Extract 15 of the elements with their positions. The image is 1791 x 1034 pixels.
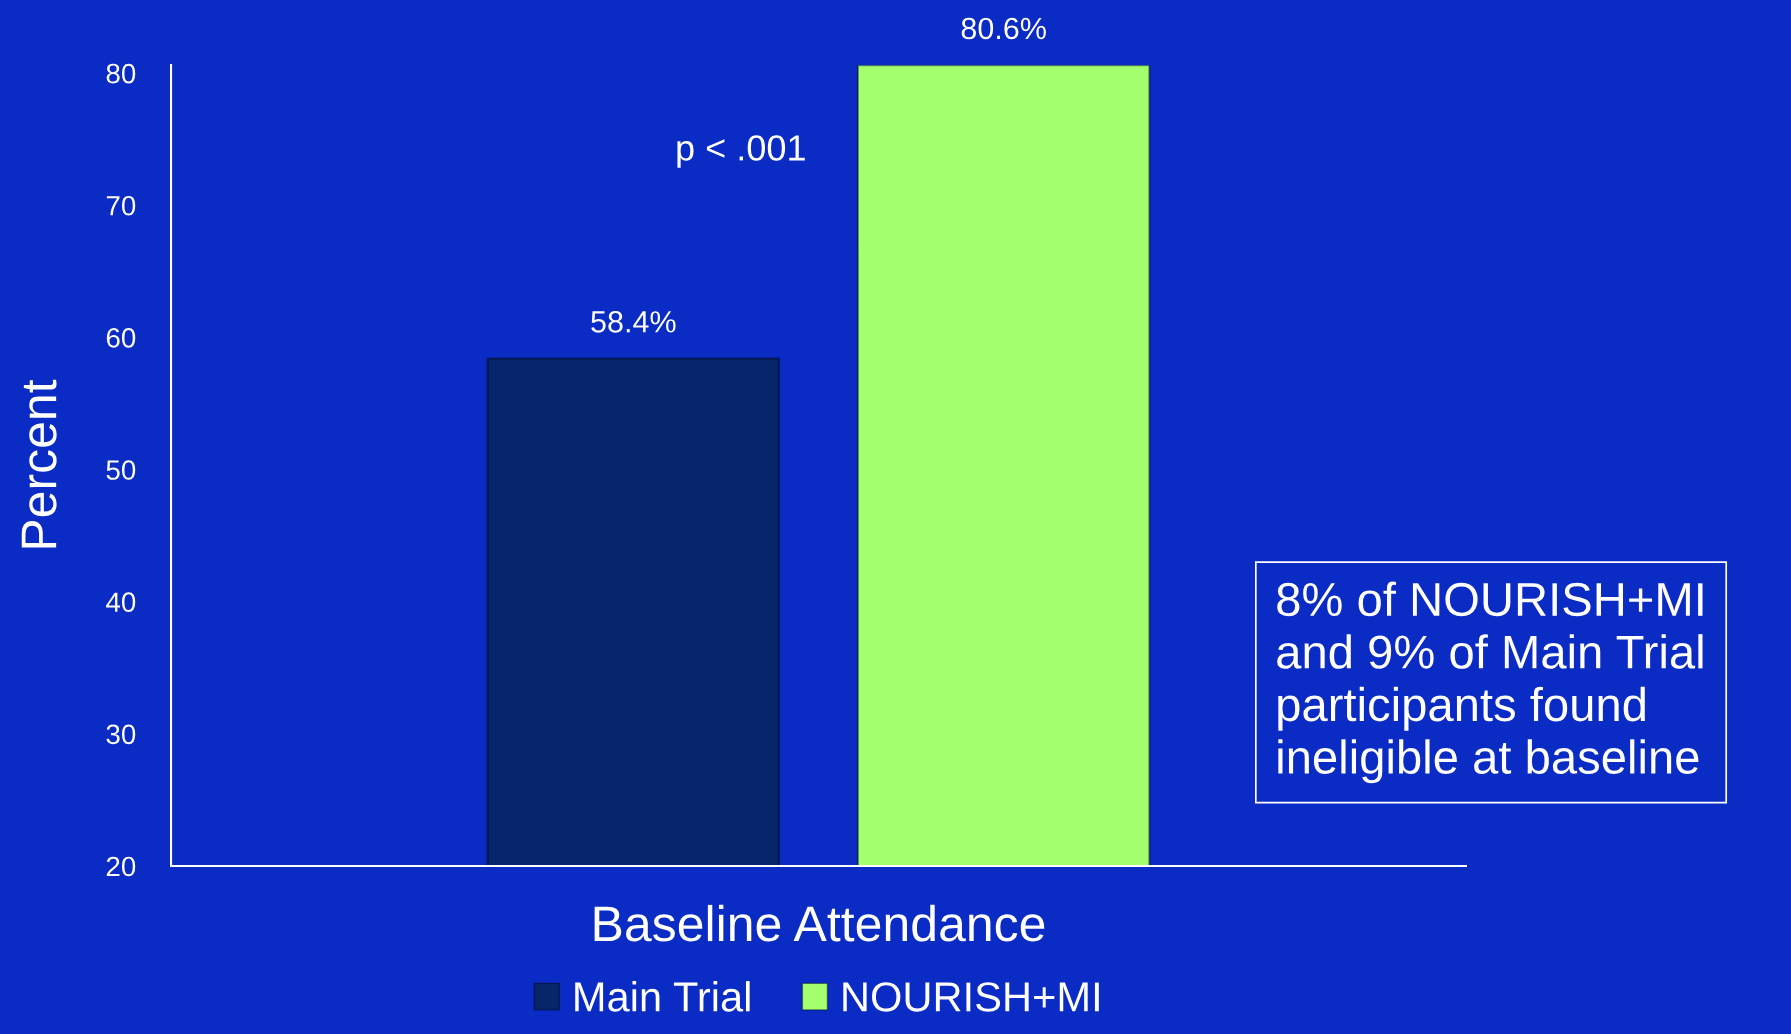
y-axis-title: Percent (21, 379, 57, 548)
y-tick-label: 80 (106, 63, 136, 84)
y-tick-label: 60 (106, 328, 136, 348)
y-tick-label: 30 (106, 724, 136, 745)
y-tick-label: 50 (106, 460, 136, 480)
annotation: p < .001 (677, 135, 805, 168)
y-tick-label: 40 (106, 592, 136, 613)
y-tick-label: 70 (106, 195, 136, 216)
annotation: 8% of NOURISH+MI and 9% of Main Trial participants found ineligible at baseline (1277, 581, 1703, 784)
data-label: 80.6% (961, 17, 1046, 40)
y-tick-label: 20 (106, 856, 136, 877)
legend-label: NOURISH+MI (843, 982, 1099, 1012)
legend-label: Main Trial (575, 981, 750, 1012)
data-label: 58.4% (591, 311, 676, 333)
x-tick-label: Baseline Attendance (594, 904, 1045, 942)
